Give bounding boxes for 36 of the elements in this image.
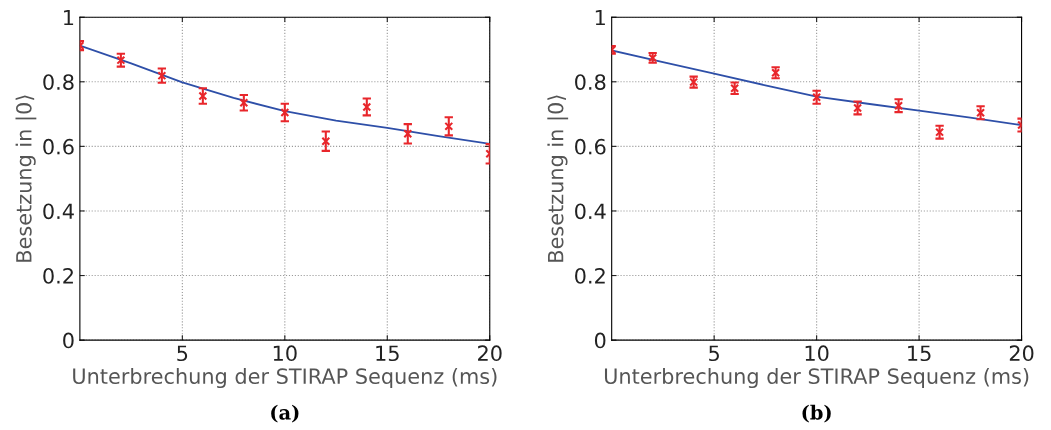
point (321, 136, 331, 146)
y-tick-label: 0.4 (575, 203, 606, 220)
text: (b) (802, 404, 831, 423)
y-tick-label: 1 (595, 9, 605, 26)
point (198, 91, 208, 101)
y-tick-label: 0.6 (43, 138, 74, 155)
point (280, 107, 290, 117)
y-tick-label: 0 (63, 332, 74, 349)
point (403, 129, 413, 139)
y-tick-label: 0.2 (575, 268, 605, 284)
line-series (79, 44, 490, 145)
x-tick-label: 5 (709, 345, 719, 362)
line-series (611, 49, 1022, 126)
y-tick-label: 0.2 (43, 268, 73, 284)
y-tick-label: 0 (594, 332, 606, 349)
x-tick-label: 15 (908, 345, 931, 362)
x-tick-label: 10 (805, 345, 829, 362)
x-axis-title: Unterbrechung der STIRAP Sequenz (ms) (73, 367, 497, 389)
x-tick-label: 15 (376, 345, 399, 362)
point (362, 102, 372, 112)
y-axis-title: Besetzung in |0⟩ (15, 95, 37, 262)
point (239, 98, 249, 108)
point (444, 121, 454, 131)
x-tick-label: 20 (1009, 345, 1034, 362)
y-tick-label: 0.4 (43, 203, 74, 220)
point (157, 71, 167, 81)
y-tick-label: 0.8 (575, 74, 606, 90)
x-tick-label: 20 (478, 345, 502, 362)
y-axis-title: Besetzung in |0⟩ (547, 95, 569, 262)
x-tick-label: 10 (273, 345, 297, 362)
x-tick-label: 5 (177, 345, 188, 362)
x-axis-title: Unterbrechung der STIRAP Sequenz (ms) (604, 367, 1029, 389)
y-tick-label: 0.8 (43, 74, 74, 90)
text: (a) (271, 404, 299, 423)
y-tick-label: 0.6 (575, 138, 606, 155)
y-tick-label: 1 (64, 9, 74, 26)
